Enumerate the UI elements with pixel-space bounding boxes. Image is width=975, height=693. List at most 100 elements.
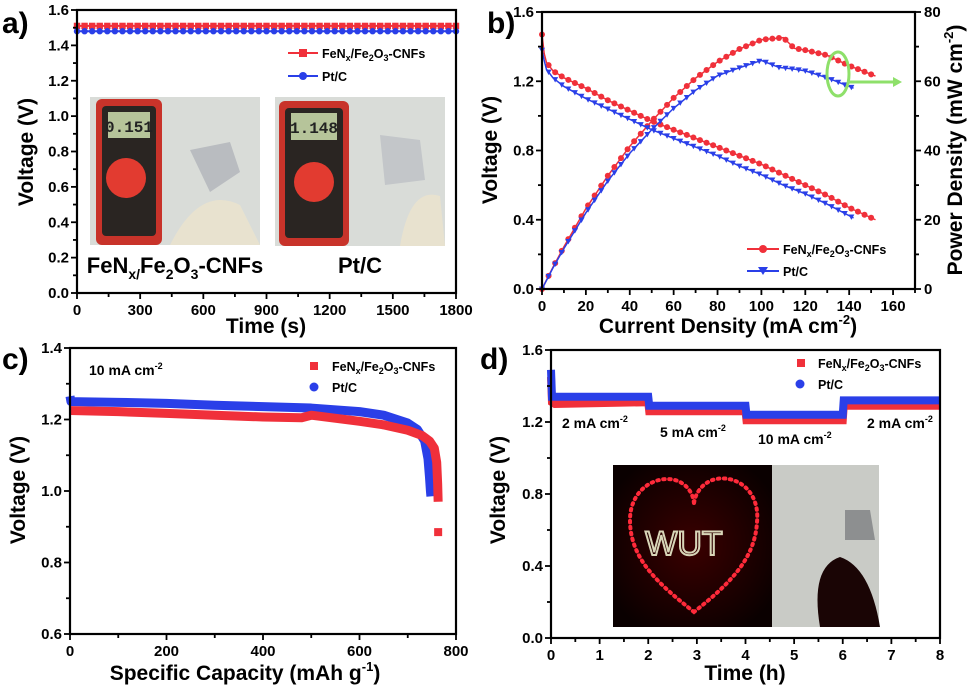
x-tick-label: 160 <box>881 298 906 315</box>
polarization-point <box>703 148 710 155</box>
y2-tick-label: 0 <box>924 281 932 298</box>
polarization-point <box>723 147 730 154</box>
polarization-point <box>657 130 664 137</box>
data-point <box>88 28 96 35</box>
data-point <box>369 28 376 35</box>
power-point <box>611 163 618 170</box>
polarization-point <box>775 169 782 176</box>
inset-caption-fenx: FeNx/Fe2O3-CNFs <box>87 253 263 282</box>
data-point <box>354 22 361 30</box>
data-point <box>414 22 422 30</box>
y-tick-label: 1.6 <box>522 342 543 359</box>
y-axis-label-a: Voltage (V) <box>15 98 38 206</box>
power-point <box>637 130 644 137</box>
power-point <box>815 50 822 57</box>
data-point <box>430 22 437 30</box>
data-point <box>331 22 338 30</box>
polarization-point <box>762 174 769 180</box>
x-tick-label: 0 <box>73 302 81 319</box>
series-ptc <box>65 395 436 497</box>
data-point <box>172 28 179 35</box>
polarization-point <box>598 93 605 100</box>
data-point <box>301 28 308 35</box>
y-tick-label: 1.6 <box>513 4 534 21</box>
inset-caption-ptc: Pt/C <box>338 253 382 278</box>
series-fenx <box>69 406 443 537</box>
legend-label-ptc-c: Pt/C <box>332 381 357 395</box>
polarization-point <box>664 124 671 131</box>
x-tick-label: 8 <box>936 647 944 664</box>
polarization-point <box>637 112 644 119</box>
legend-marker-blue-circle <box>299 72 307 80</box>
polarization-point <box>716 144 723 151</box>
data-point <box>217 28 225 35</box>
polarization-point <box>690 134 697 141</box>
polarization-point <box>565 86 572 92</box>
x-tick-label: 140 <box>837 298 862 315</box>
polarization-point <box>578 93 585 100</box>
power-point <box>690 77 697 84</box>
power-point <box>716 57 723 64</box>
y-axis-label-b: Voltage (V) <box>479 96 502 204</box>
x-tick-label: 1 <box>595 647 603 664</box>
series-ptc <box>73 28 460 35</box>
power-point <box>729 67 736 74</box>
polarization-point <box>578 83 585 90</box>
x-axis-label-b: Current Density (mA cm-2) <box>599 312 857 338</box>
data-point <box>414 28 422 35</box>
polarization-point <box>762 163 769 170</box>
polarization-point <box>710 151 717 157</box>
polarization-point <box>861 211 868 218</box>
power-point <box>591 197 598 204</box>
legend-marker-red-square <box>299 49 307 57</box>
y-tick-label: 1.2 <box>48 73 69 90</box>
data-point <box>217 22 225 30</box>
power-point <box>624 146 631 153</box>
polarization-point <box>565 76 572 83</box>
polarization-point <box>604 97 611 104</box>
power-point <box>585 207 592 213</box>
x-tick-label: 80 <box>709 298 726 315</box>
data-point <box>255 22 263 30</box>
polarization-point <box>868 214 875 221</box>
polarization-point <box>749 157 756 164</box>
power-point <box>775 35 782 42</box>
y-tick-label: 0.0 <box>522 630 543 647</box>
data-point <box>81 28 88 35</box>
y2-axis-label-b: Power Density (mW cm-2) <box>941 25 967 276</box>
annotation-current-c: 10 mA cm-2 <box>89 361 163 378</box>
polarization-point <box>743 166 750 172</box>
power-point <box>571 228 578 234</box>
polarization-point <box>591 90 598 97</box>
data-point <box>104 22 111 30</box>
polarization-point <box>670 135 677 142</box>
y-tick-label: 0.8 <box>41 555 62 572</box>
x-tick-label: 120 <box>793 298 818 315</box>
power-point <box>637 139 644 145</box>
y-tick-label: 1.2 <box>513 73 534 90</box>
data-point <box>195 28 202 35</box>
y-tick-label: 0.8 <box>48 144 69 161</box>
polarization-point <box>617 112 624 119</box>
data-point <box>422 22 429 30</box>
power-point <box>703 66 710 73</box>
power-point <box>782 65 789 72</box>
power-point <box>578 217 585 223</box>
data-point <box>179 22 187 30</box>
data-point <box>104 28 111 35</box>
polarization-point <box>723 157 730 163</box>
isolated-data-point <box>434 528 443 537</box>
data-point <box>202 22 210 30</box>
x-tick-label: 1800 <box>439 302 472 319</box>
x-tick-label: 6 <box>839 647 847 664</box>
power-point <box>835 57 842 64</box>
legend-a: FeNx/Fe2O3-CNFs Pt/C <box>288 47 425 84</box>
x-tick-label: 100 <box>749 298 774 315</box>
power-point <box>861 68 868 75</box>
data-point <box>445 22 452 30</box>
polarization-point <box>848 205 855 212</box>
annotation-2ma-first: 2 mA cm-2 <box>562 414 628 431</box>
polarization-point <box>585 86 592 93</box>
polarization-point <box>736 152 743 159</box>
power-point <box>749 40 756 47</box>
